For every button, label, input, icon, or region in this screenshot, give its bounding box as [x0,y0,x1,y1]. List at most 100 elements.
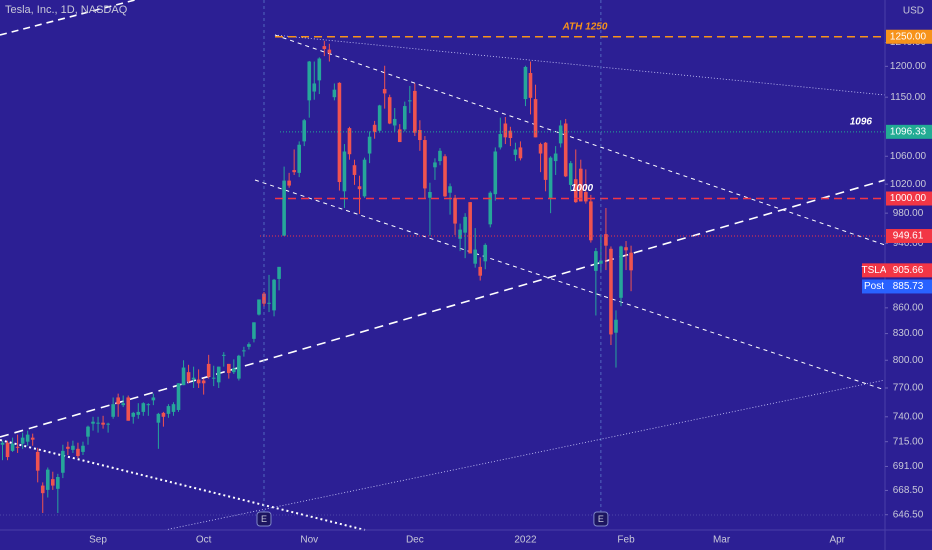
candle-body [121,403,125,406]
y-tick-label: 800.00 [893,355,924,366]
candle-body [327,49,332,54]
candle-body [282,180,286,236]
candle-body [523,66,528,100]
candle-body [428,192,432,198]
candle-body [312,83,317,92]
candle-body [533,99,538,138]
candle-body [126,397,131,421]
candle-body [302,120,307,142]
candle-body [216,366,221,383]
candle-body [342,151,347,192]
candle-body [15,446,20,448]
y-tick-label: 691.00 [893,461,924,472]
candle-body [518,147,523,159]
candle-body [418,130,422,141]
candle-body [589,201,593,241]
event-marker [593,511,609,527]
event-label: E [261,514,267,524]
candle-body [35,451,40,471]
candle-body [473,249,477,264]
candle-body [528,73,533,98]
candle-body [0,442,5,445]
level-annotation: 1096 [850,116,873,127]
candle-body [196,379,201,384]
candle-body [151,397,156,401]
price-tag-name-box [862,263,886,278]
price-tag-name: Post [864,281,884,292]
candle-body [468,202,472,254]
y-tick-label: 1060.00 [890,151,927,162]
candle-body [317,58,322,81]
candle-body [584,192,588,202]
candle-body [438,150,442,162]
candle-body [201,380,206,384]
candle-body [594,251,598,271]
y-tick-label: 980.00 [893,208,924,219]
candle-body [443,156,447,197]
candle-body [267,302,271,304]
trend-line [274,34,886,96]
price-level-tag [886,228,932,243]
candle-body [332,89,337,98]
candle-body [96,422,100,424]
candle-body [287,180,291,186]
candle-body [206,363,211,377]
candle-body [56,477,60,489]
candle-body [362,159,367,197]
candle-body [106,423,110,425]
x-tick-label: Apr [829,535,845,546]
candle-body [181,367,186,386]
candle-body [453,197,457,224]
candle-body [382,89,387,94]
candle-body [548,157,553,199]
x-tick-label: Feb [617,535,635,546]
x-tick-label: 2022 [514,535,537,546]
candle-body [573,179,578,203]
candle-body [61,450,65,473]
candles [0,40,633,514]
candle-body [166,406,171,414]
candle-body [433,162,437,168]
candle-body [277,266,281,279]
candle-body [377,105,382,131]
candle-body [578,168,583,202]
price-level-tag [886,191,932,206]
y-tick-label: 860.00 [893,302,924,313]
candle-body [458,229,462,239]
candle-body [397,129,402,143]
candle-body [161,412,166,417]
candle-body [81,445,85,452]
y-tick-label: 1150.00 [890,92,926,103]
candle-body [307,61,312,101]
candle-body [619,246,623,298]
candle-body [252,322,256,339]
candle-body [463,216,467,233]
price-level-label: 1250.00 [890,31,927,42]
candle-body [508,130,513,139]
candle-body [609,248,613,335]
candle-body [352,165,357,175]
price-tag-name-box [862,279,886,294]
candle-body [237,355,241,379]
candle-body [538,144,543,154]
y-tick-label: 940.00 [893,238,924,249]
candle-body [20,437,25,444]
candle-body [543,142,548,180]
candle-body [131,412,136,417]
candle-body [146,404,151,406]
y-tick-label: 1020.00 [890,179,927,190]
candle-body [136,411,141,415]
y-tick-label: 770.00 [893,383,924,394]
candle-body [498,134,503,148]
candle-body [563,123,568,177]
trend-line [0,179,886,438]
x-tick-label: Oct [196,535,212,546]
candle-body [413,90,417,133]
event-label: E [598,514,604,524]
candle-body [257,299,261,315]
candle-body [45,469,50,490]
candle-body [372,124,377,133]
candle-body [483,244,488,262]
candle-body [553,153,558,162]
